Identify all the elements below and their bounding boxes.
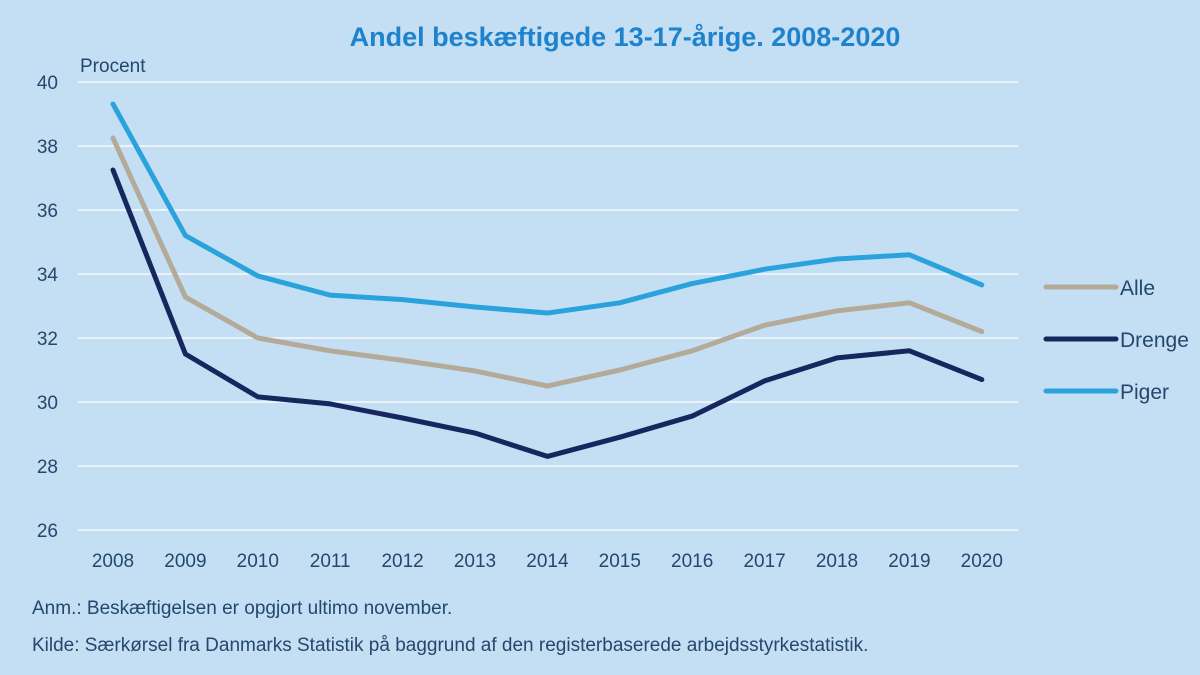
x-tick-label: 2013 bbox=[454, 551, 496, 572]
chart-note: Anm.: Beskæftigelsen er opgjort ultimo n… bbox=[32, 598, 453, 619]
y-tick-label: 32 bbox=[37, 329, 58, 350]
x-tick-label: 2019 bbox=[888, 551, 930, 572]
legend-label-alle: Alle bbox=[1120, 277, 1155, 300]
y-tick-label: 38 bbox=[37, 137, 58, 158]
x-tick-label: 2015 bbox=[599, 551, 641, 572]
y-tick-label: 40 bbox=[37, 73, 58, 94]
x-tick-label: 2010 bbox=[237, 551, 279, 572]
x-tick-label: 2016 bbox=[671, 551, 713, 572]
legend-label-drenge: Drenge bbox=[1120, 329, 1189, 352]
chart-title: Andel beskæftigede 13-17-årige. 2008-202… bbox=[349, 22, 901, 52]
chart-source: Kilde: Særkørsel fra Danmarks Statistik … bbox=[32, 635, 869, 656]
x-tick-label: 2020 bbox=[961, 551, 1003, 572]
x-tick-label: 2008 bbox=[92, 551, 134, 572]
series-line-alle bbox=[110, 135, 985, 389]
x-tick-label: 2017 bbox=[743, 551, 785, 572]
y-axis-label: Procent bbox=[80, 56, 146, 77]
x-tick-label: 2009 bbox=[164, 551, 206, 572]
y-tick-label: 28 bbox=[37, 457, 58, 478]
x-tick-label: 2011 bbox=[310, 551, 351, 572]
legend-label-piger: Piger bbox=[1120, 381, 1169, 404]
y-tick-label: 34 bbox=[37, 265, 59, 286]
y-tick-label: 26 bbox=[37, 521, 58, 542]
x-tick-label: 2012 bbox=[381, 551, 423, 572]
y-tick-label: 30 bbox=[37, 393, 58, 414]
y-tick-label: 36 bbox=[37, 201, 58, 222]
series-line-piger bbox=[110, 101, 985, 316]
x-tick-label: 2014 bbox=[526, 551, 569, 572]
x-tick-label: 2018 bbox=[816, 551, 858, 572]
series-line-drenge bbox=[110, 167, 985, 459]
